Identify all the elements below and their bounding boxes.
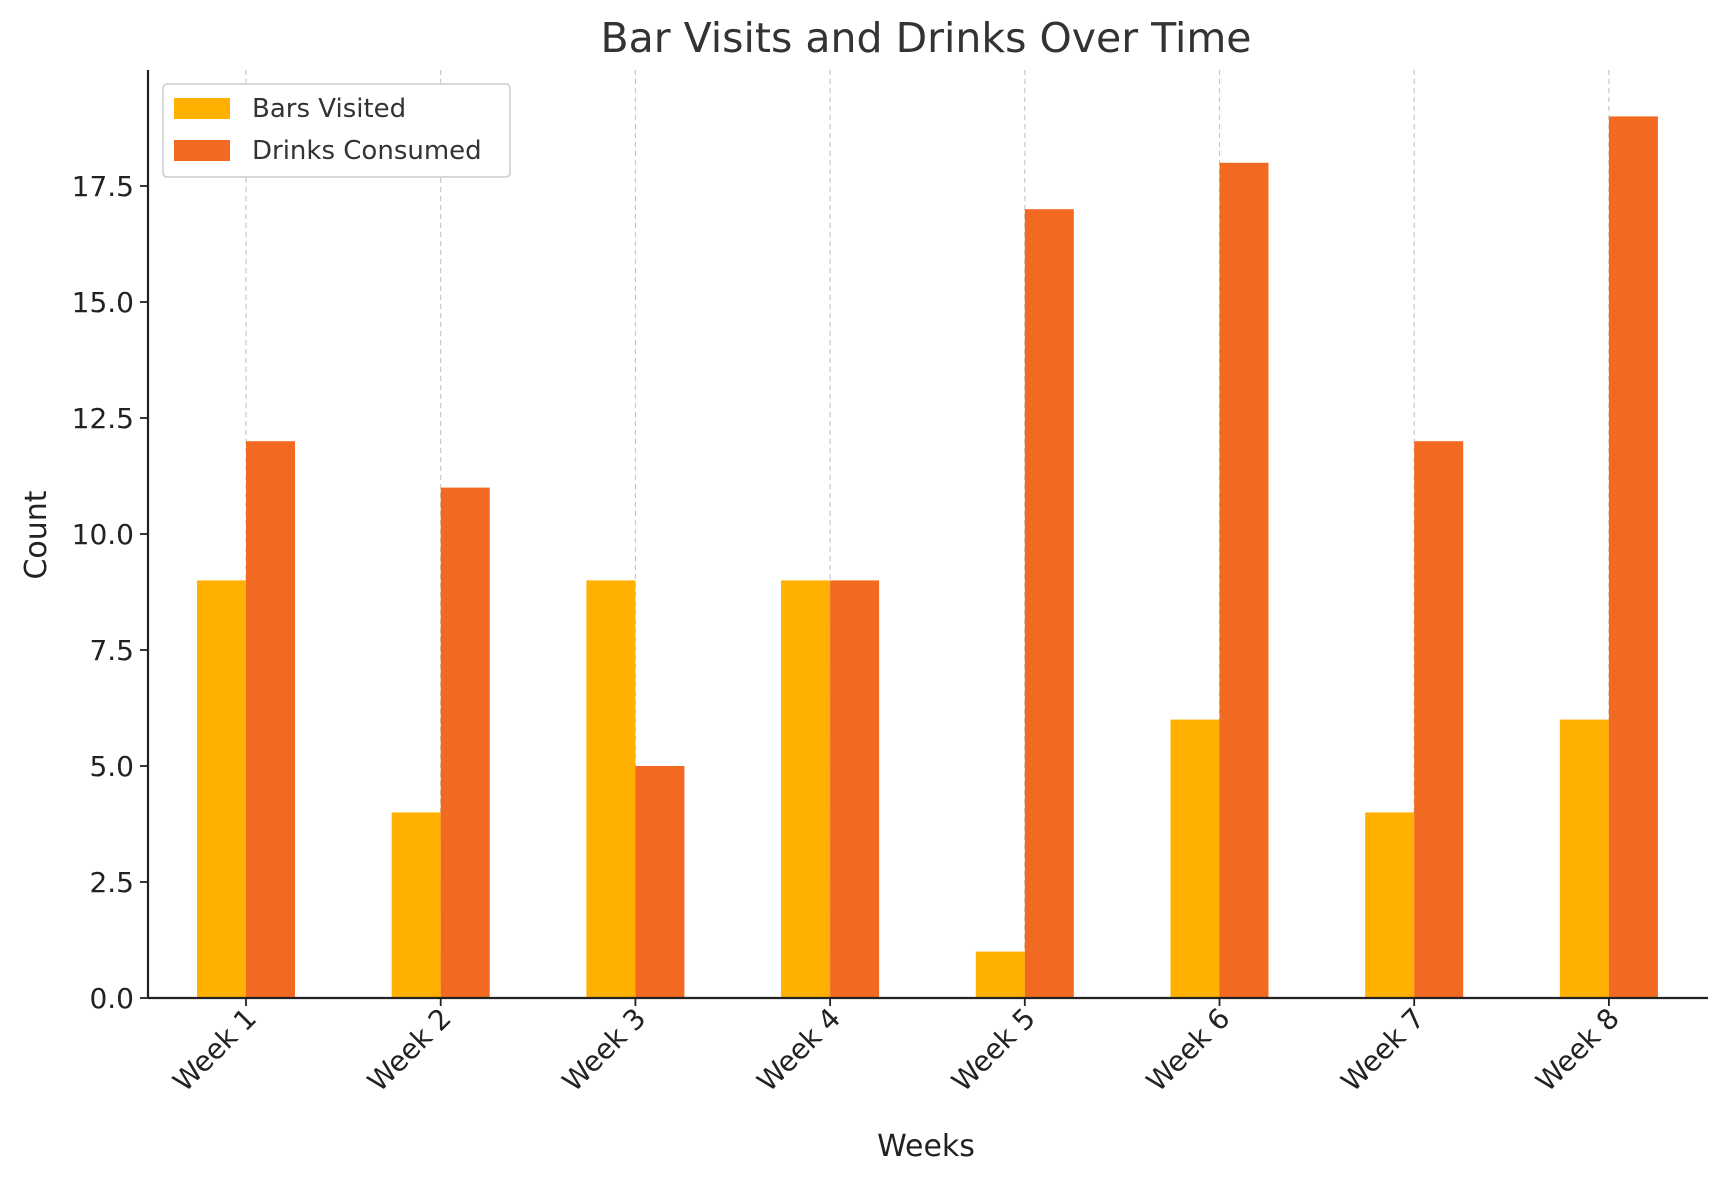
- y-tick-label-2: 5.0: [89, 750, 134, 783]
- bar-bars-visited-week-1: [197, 580, 246, 998]
- y-tick-label-7: 17.5: [72, 170, 134, 203]
- bar-drinks-consumed-week-2: [440, 487, 490, 998]
- bar-drinks-consumed-week-7: [1414, 441, 1464, 998]
- legend-label-bars-visited: Bars Visited: [252, 94, 406, 124]
- bar-bars-visited-week-7: [1365, 812, 1415, 998]
- bar-bars-visited-week-6: [1170, 719, 1220, 998]
- y-tick-label-0: 0.0: [89, 982, 134, 1015]
- bar-drinks-consumed-week-6: [1219, 162, 1269, 999]
- legend-swatch-drinks-consumed: [174, 140, 230, 161]
- y-tick-label-3: 7.5: [89, 634, 134, 667]
- bar-drinks-consumed-week-3: [635, 766, 685, 998]
- bar-bars-visited-week-4: [781, 580, 831, 998]
- legend-frame: [162, 83, 511, 178]
- y-tick-label-6: 15.0: [72, 286, 134, 319]
- y-tick-label-5: 12.5: [72, 402, 134, 435]
- x-tick-label-week-2: Week 2: [361, 1002, 457, 1098]
- legend: Bars Visited Drinks Consumed: [162, 83, 511, 178]
- x-tick-label-week-1: Week 1: [166, 1002, 262, 1098]
- legend-swatch-bars-visited: [174, 98, 230, 119]
- bar-bars-visited-week-5: [975, 951, 1025, 998]
- x-tick-label-week-6: Week 6: [1140, 1002, 1236, 1098]
- x-tick-label-week-5: Week 5: [945, 1002, 1041, 1098]
- x-ticks: Week 1 Week 2 Week 3 Week 4 Week 5 Week 6 Week…: [166, 998, 1626, 1098]
- legend-label-drinks-consumed: Drinks Consumed: [252, 136, 482, 166]
- bar-bars-visited-week-2: [391, 812, 441, 998]
- x-tick-label-week-7: Week 7: [1335, 1002, 1431, 1098]
- chart-title: Bar Visits and Drinks Over Time: [601, 14, 1252, 62]
- y-ticks: 0.0 2.5 5.0 7.5 10.0 12.5 15.0 17.5: [72, 170, 148, 1015]
- y-axis-label: Count: [19, 490, 54, 579]
- y-tick-label-1: 2.5: [89, 866, 134, 899]
- x-tick-label-week-8: Week 8: [1529, 1002, 1625, 1098]
- axes: [146, 70, 1708, 1000]
- bar-drinks-consumed-week-4: [830, 580, 880, 998]
- bar-bars-visited-week-8: [1559, 719, 1609, 998]
- y-tick-label-4: 10.0: [72, 518, 134, 551]
- bar-drinks-consumed-week-8: [1608, 116, 1658, 998]
- x-tick-label-week-3: Week 3: [556, 1002, 652, 1098]
- x-axis-label: Weeks: [877, 1129, 975, 1164]
- bar-bars-visited-week-3: [586, 580, 636, 998]
- bars: [197, 116, 1658, 999]
- bar-drinks-consumed-week-1: [246, 441, 295, 998]
- bar-drinks-consumed-week-5: [1024, 209, 1074, 998]
- x-tick-label-week-4: Week 4: [751, 1002, 847, 1098]
